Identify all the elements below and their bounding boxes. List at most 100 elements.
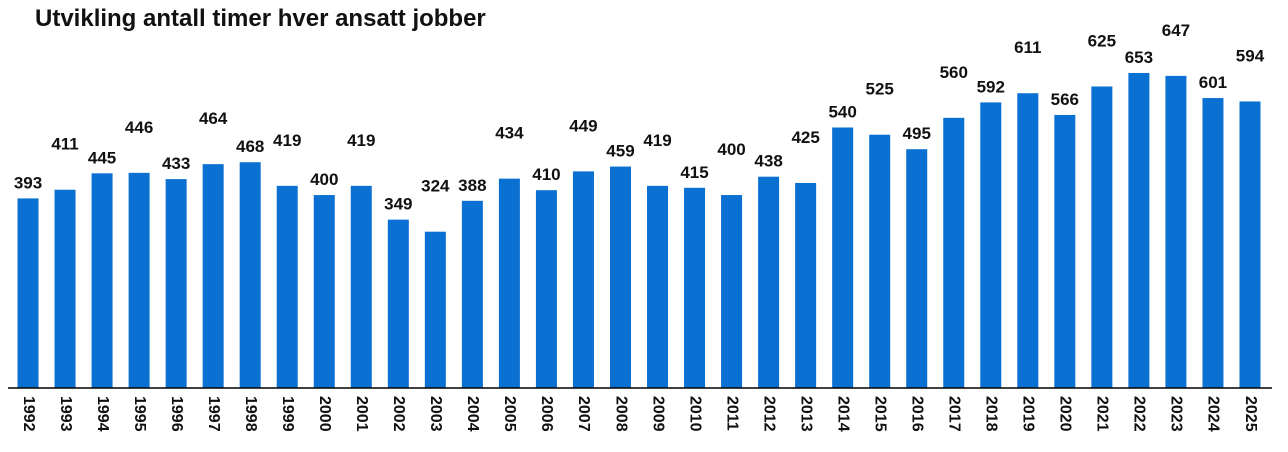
bar	[758, 176, 780, 388]
x-tick-label: 1998	[242, 396, 259, 432]
bar	[721, 195, 743, 388]
data-label: 625	[1088, 31, 1116, 50]
x-tick-label: 2005	[501, 396, 518, 432]
x-tick-label: 2015	[871, 396, 888, 432]
x-tick-label: 2008	[612, 396, 629, 432]
x-tick-label: 1994	[94, 396, 111, 432]
x-tick-label: 2004	[464, 396, 481, 432]
x-tick-label: 2010	[686, 396, 703, 432]
bar	[128, 172, 150, 388]
bar	[424, 231, 446, 388]
bar	[202, 164, 224, 388]
data-label: 419	[273, 131, 301, 150]
x-tick-label: 2006	[538, 396, 555, 432]
bar	[572, 171, 594, 388]
data-label: 611	[1014, 38, 1041, 57]
data-label: 324	[421, 177, 450, 196]
x-tick-label: 1993	[57, 396, 74, 432]
bar	[239, 162, 261, 388]
data-label: 560	[940, 63, 968, 82]
x-tick-label: 1999	[279, 396, 296, 432]
bar	[54, 189, 76, 388]
x-tick-label: 2007	[575, 396, 592, 432]
x-tick-label: 2002	[390, 396, 407, 432]
x-tick-label: 2012	[760, 396, 777, 432]
bar	[1054, 114, 1076, 389]
bar	[832, 127, 854, 389]
x-tick-label: 2024	[1205, 396, 1222, 432]
data-label: 415	[680, 163, 708, 182]
data-label: 393	[14, 173, 42, 192]
chart-title: Utvikling antall timer hver ansatt jobbe…	[35, 5, 486, 32]
data-label: 594	[1236, 46, 1265, 65]
data-label: 411	[51, 135, 78, 154]
data-label: 349	[384, 195, 412, 214]
data-label: 445	[88, 148, 116, 167]
data-label: 464	[199, 109, 228, 128]
x-tick-label: 1997	[205, 396, 222, 432]
bar	[869, 134, 891, 388]
data-label: 592	[977, 77, 1005, 96]
bar	[906, 149, 928, 388]
bar	[980, 102, 1002, 389]
x-tick-label: 2016	[908, 396, 925, 432]
x-tick-label: 2019	[1020, 396, 1037, 432]
data-label: 449	[569, 116, 597, 135]
bar	[498, 178, 520, 388]
bar	[1128, 72, 1150, 388]
data-label: 433	[162, 154, 190, 173]
x-tick-label: 2021	[1094, 396, 1111, 432]
data-label: 468	[236, 137, 264, 156]
data-label: 410	[532, 165, 560, 184]
x-tick-label: 2011	[723, 396, 740, 431]
bar	[1202, 98, 1224, 388]
x-tick-label: 1996	[168, 396, 185, 432]
bar	[387, 219, 409, 388]
x-tick-label: 2000	[316, 396, 333, 432]
bar	[350, 185, 372, 388]
bar	[165, 179, 187, 388]
x-tick-label: 2003	[427, 396, 444, 432]
data-label: 438	[754, 152, 782, 171]
data-label: 446	[125, 118, 153, 137]
x-tick-label: 1995	[131, 396, 148, 432]
data-label: 601	[1199, 73, 1227, 92]
bar	[276, 185, 298, 388]
x-tick-label: 2022	[1131, 396, 1148, 432]
data-label: 566	[1051, 90, 1079, 109]
x-tick-label: 2017	[946, 396, 963, 432]
data-label: 400	[717, 140, 745, 159]
bar	[609, 166, 631, 388]
bar	[684, 187, 706, 388]
bar	[795, 182, 817, 388]
bar	[461, 200, 483, 388]
data-label: 400	[310, 170, 338, 189]
data-label: 419	[643, 131, 671, 150]
data-label: 647	[1162, 21, 1190, 40]
data-label: 459	[606, 142, 634, 161]
x-tick-label: 2014	[834, 396, 851, 432]
x-tick-label: 2001	[353, 396, 370, 432]
x-tick-label: 2025	[1242, 396, 1259, 432]
bar	[647, 185, 669, 388]
x-tick-label: 1992	[20, 396, 37, 432]
data-label: 495	[903, 124, 931, 143]
x-tick-label: 2009	[649, 396, 666, 432]
bar	[1165, 75, 1187, 389]
x-tick-label: 2013	[797, 396, 814, 432]
data-label: 419	[347, 131, 375, 150]
bar	[943, 117, 965, 389]
bar	[313, 195, 335, 388]
data-label: 525	[866, 80, 894, 99]
data-label: 425	[791, 128, 819, 147]
x-tick-label: 2020	[1057, 396, 1074, 432]
bar	[1239, 101, 1261, 389]
data-label: 540	[828, 102, 856, 121]
data-label: 653	[1125, 48, 1153, 67]
data-label: 434	[495, 124, 524, 143]
bar	[535, 190, 557, 388]
bar	[17, 198, 39, 388]
bar	[1091, 86, 1113, 388]
bar	[91, 173, 113, 388]
